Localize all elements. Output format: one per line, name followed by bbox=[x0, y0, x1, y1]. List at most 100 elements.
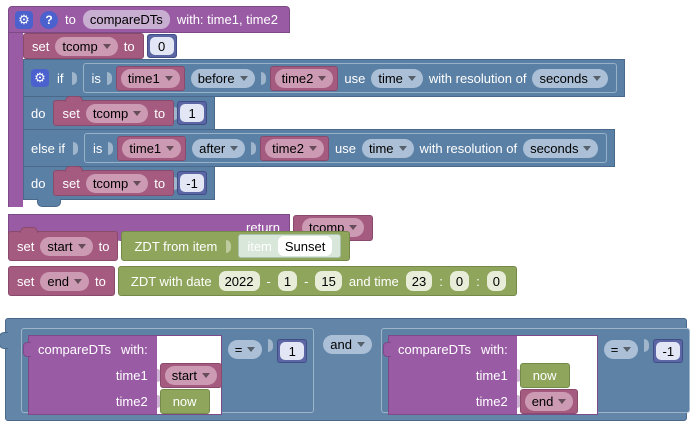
logic-operator-dropdown[interactable]: and bbox=[323, 335, 372, 354]
arg-socket-time2: now bbox=[156, 388, 221, 414]
statement-set-tcomp-0[interactable]: set tcomp to 0 bbox=[23, 33, 177, 59]
do-row[interactable]: do set tcomp to -1 bbox=[23, 166, 216, 200]
function-call-block-left[interactable]: compareDTs with: time1 start time2 now bbox=[23, 335, 222, 415]
now-block[interactable]: now bbox=[159, 388, 210, 414]
compare-op-dropdown[interactable]: = bbox=[603, 340, 639, 359]
month-field[interactable]: 1 bbox=[277, 271, 298, 291]
compare-op-dropdown[interactable]: after bbox=[192, 138, 246, 158]
variable-dropdown[interactable]: end bbox=[524, 391, 574, 411]
dropdown-arrow-icon bbox=[558, 398, 567, 404]
resolution-dropdown[interactable]: seconds bbox=[523, 138, 599, 158]
variable-dropdown[interactable]: time1 bbox=[120, 68, 180, 88]
value-socket bbox=[114, 274, 120, 288]
number-field[interactable]: -1 bbox=[180, 174, 205, 192]
do-label: do bbox=[31, 175, 46, 191]
number-field[interactable]: 1 bbox=[280, 342, 305, 360]
number-block[interactable]: 0 bbox=[146, 34, 177, 58]
now-block[interactable]: now bbox=[519, 362, 570, 388]
variable-block-time2[interactable]: time2 bbox=[269, 65, 339, 91]
logic-compare-block-right[interactable]: compareDTs with: time1 now time2 end bbox=[381, 328, 690, 415]
item-block[interactable]: item Sunset bbox=[238, 234, 342, 258]
set-variable-block[interactable]: set end to bbox=[8, 266, 115, 296]
variable-block-time2[interactable]: time2 bbox=[260, 135, 329, 161]
datetime-compare-block[interactable]: is time1 after tim bbox=[83, 133, 608, 163]
value-socket bbox=[143, 39, 149, 53]
statement-notch bbox=[65, 96, 84, 102]
minute-field[interactable]: 0 bbox=[449, 271, 470, 291]
hour-field[interactable]: 23 bbox=[405, 271, 433, 291]
number-field[interactable]: 0 bbox=[149, 37, 174, 55]
function-definition-block[interactable]: ⚙ ? to compareDTs with: time1, time2 set… bbox=[8, 6, 625, 241]
variable-block-time1[interactable]: time1 bbox=[115, 65, 185, 91]
number-field[interactable]: 1 bbox=[180, 104, 205, 122]
zdt-from-item-block[interactable]: ZDT from item item Sunset bbox=[121, 231, 351, 261]
set-label: set bbox=[32, 38, 50, 54]
variable-dropdown[interactable]: tcomp bbox=[85, 173, 149, 193]
variable-dropdown[interactable]: start bbox=[164, 365, 217, 385]
if-row[interactable]: ⚙ if is time1 before bbox=[23, 59, 625, 97]
year-field[interactable]: 2022 bbox=[218, 271, 260, 291]
variable-dropdown[interactable]: time2 bbox=[265, 138, 324, 158]
value-socket bbox=[290, 221, 295, 234]
set-label: set bbox=[17, 238, 35, 254]
set-variable-block[interactable]: set tcomp to bbox=[53, 166, 175, 196]
statement-set-start[interactable]: set start to ZDT from item item Sunset bbox=[8, 227, 351, 261]
variable-block-time1[interactable]: time1 bbox=[117, 135, 187, 161]
function-header[interactable]: ⚙ ? to compareDTs with: time1, time2 bbox=[8, 6, 290, 33]
help-icon[interactable]: ? bbox=[40, 10, 58, 29]
zdt-with-date-block[interactable]: ZDT with date 2022 - 1 - 15 and time 23 … bbox=[117, 266, 517, 296]
number-block[interactable]: -1 bbox=[177, 171, 208, 195]
mutator-gear-icon[interactable]: ⚙ bbox=[15, 10, 33, 29]
variable-dropdown[interactable]: time1 bbox=[122, 138, 182, 158]
else-if-row[interactable]: else if is time1 after bbox=[23, 129, 616, 167]
variable-dropdown[interactable]: time2 bbox=[274, 68, 334, 88]
base-dropdown[interactable]: time bbox=[371, 68, 423, 88]
number-block[interactable]: 1 bbox=[177, 101, 208, 125]
logic-and-block[interactable]: compareDTs with: time1 start time2 now bbox=[0, 318, 690, 421]
arg-socket-time1: now bbox=[516, 362, 597, 388]
with-label: with: bbox=[120, 341, 148, 357]
datetime-compare-block[interactable]: is time1 before ti bbox=[82, 63, 617, 93]
statement-set-end[interactable]: set end to ZDT with date 2022 - 1 - 15 a… bbox=[8, 266, 517, 296]
dropdown-arrow-icon bbox=[77, 243, 86, 249]
item-label: item bbox=[247, 238, 272, 254]
do-row[interactable]: do set tcomp to 1 bbox=[23, 96, 216, 130]
function-call-block-right[interactable]: compareDTs with: time1 now time2 end bbox=[383, 335, 598, 415]
variable-dropdown[interactable]: tcomp bbox=[55, 36, 118, 56]
logic-compare-block-left[interactable]: compareDTs with: time1 start time2 now bbox=[21, 328, 315, 415]
variable-block-start[interactable]: start bbox=[159, 362, 222, 388]
resolution-label: with resolution of bbox=[428, 70, 527, 86]
dropdown-arrow-icon bbox=[318, 75, 327, 81]
is-label: is bbox=[91, 70, 101, 86]
day-field[interactable]: 15 bbox=[315, 271, 342, 291]
number-field[interactable]: -1 bbox=[656, 342, 681, 360]
variable-dropdown[interactable]: tcomp bbox=[85, 103, 149, 123]
if-mutator-gear-icon[interactable]: ⚙ bbox=[31, 69, 49, 87]
compare-op-dropdown[interactable]: = bbox=[227, 340, 263, 359]
set-variable-block[interactable]: set start to bbox=[8, 227, 119, 261]
call-input-area bbox=[516, 336, 597, 362]
statement-set-tcomp-1[interactable]: set tcomp to 1 bbox=[53, 96, 208, 126]
function-name-field[interactable]: compareDTs bbox=[82, 10, 170, 29]
resolution-dropdown[interactable]: seconds bbox=[532, 68, 608, 88]
arg-label-time2: time2 bbox=[115, 393, 148, 409]
number-block[interactable]: 1 bbox=[277, 339, 308, 363]
now-label: now bbox=[532, 367, 557, 383]
variable-dropdown[interactable]: end bbox=[40, 271, 90, 291]
dropdown-arrow-icon bbox=[407, 75, 416, 81]
item-name-field[interactable]: Sunset bbox=[277, 236, 333, 256]
variable-dropdown[interactable]: start bbox=[40, 236, 93, 256]
if-block[interactable]: ⚙ if is time1 before bbox=[23, 59, 625, 207]
dropdown-arrow-icon bbox=[230, 145, 239, 151]
statement-set-tcomp-neg1[interactable]: set tcomp to -1 bbox=[53, 166, 208, 196]
value-socket bbox=[226, 239, 232, 253]
base-dropdown[interactable]: time bbox=[361, 138, 414, 158]
variable-block-end[interactable]: end bbox=[519, 388, 579, 414]
second-field[interactable]: 0 bbox=[486, 271, 506, 291]
if-label: if bbox=[57, 70, 64, 86]
dropdown-arrow-icon bbox=[102, 43, 111, 49]
compare-op-dropdown[interactable]: before bbox=[190, 68, 255, 88]
set-variable-block[interactable]: set tcomp to bbox=[23, 33, 144, 59]
set-variable-block[interactable]: set tcomp to bbox=[53, 96, 175, 126]
number-block[interactable]: -1 bbox=[653, 339, 684, 363]
